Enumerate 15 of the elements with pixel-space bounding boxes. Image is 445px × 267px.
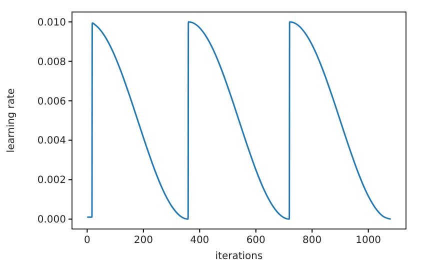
x-tick-label: 200 (134, 235, 153, 246)
x-tick-label: 800 (302, 235, 322, 246)
y-tick-label: 0.000 (37, 214, 66, 226)
x-axis-title: iterations (215, 251, 263, 262)
x-tick-label: 600 (246, 235, 266, 246)
y-axis-title: learning rate (6, 88, 17, 153)
x-tick-label: 1000 (356, 235, 382, 246)
y-tick-label: 0.010 (37, 17, 66, 28)
y-tick-label: 0.002 (37, 175, 66, 186)
y-tick-label: 0.008 (37, 56, 66, 68)
line-series (86, 21, 392, 220)
y-tick-label: 0.006 (37, 96, 66, 108)
x-tick-label: 400 (190, 235, 210, 246)
y-tick-label: 0.004 (37, 136, 66, 147)
x-tick-label: 0 (84, 235, 90, 246)
